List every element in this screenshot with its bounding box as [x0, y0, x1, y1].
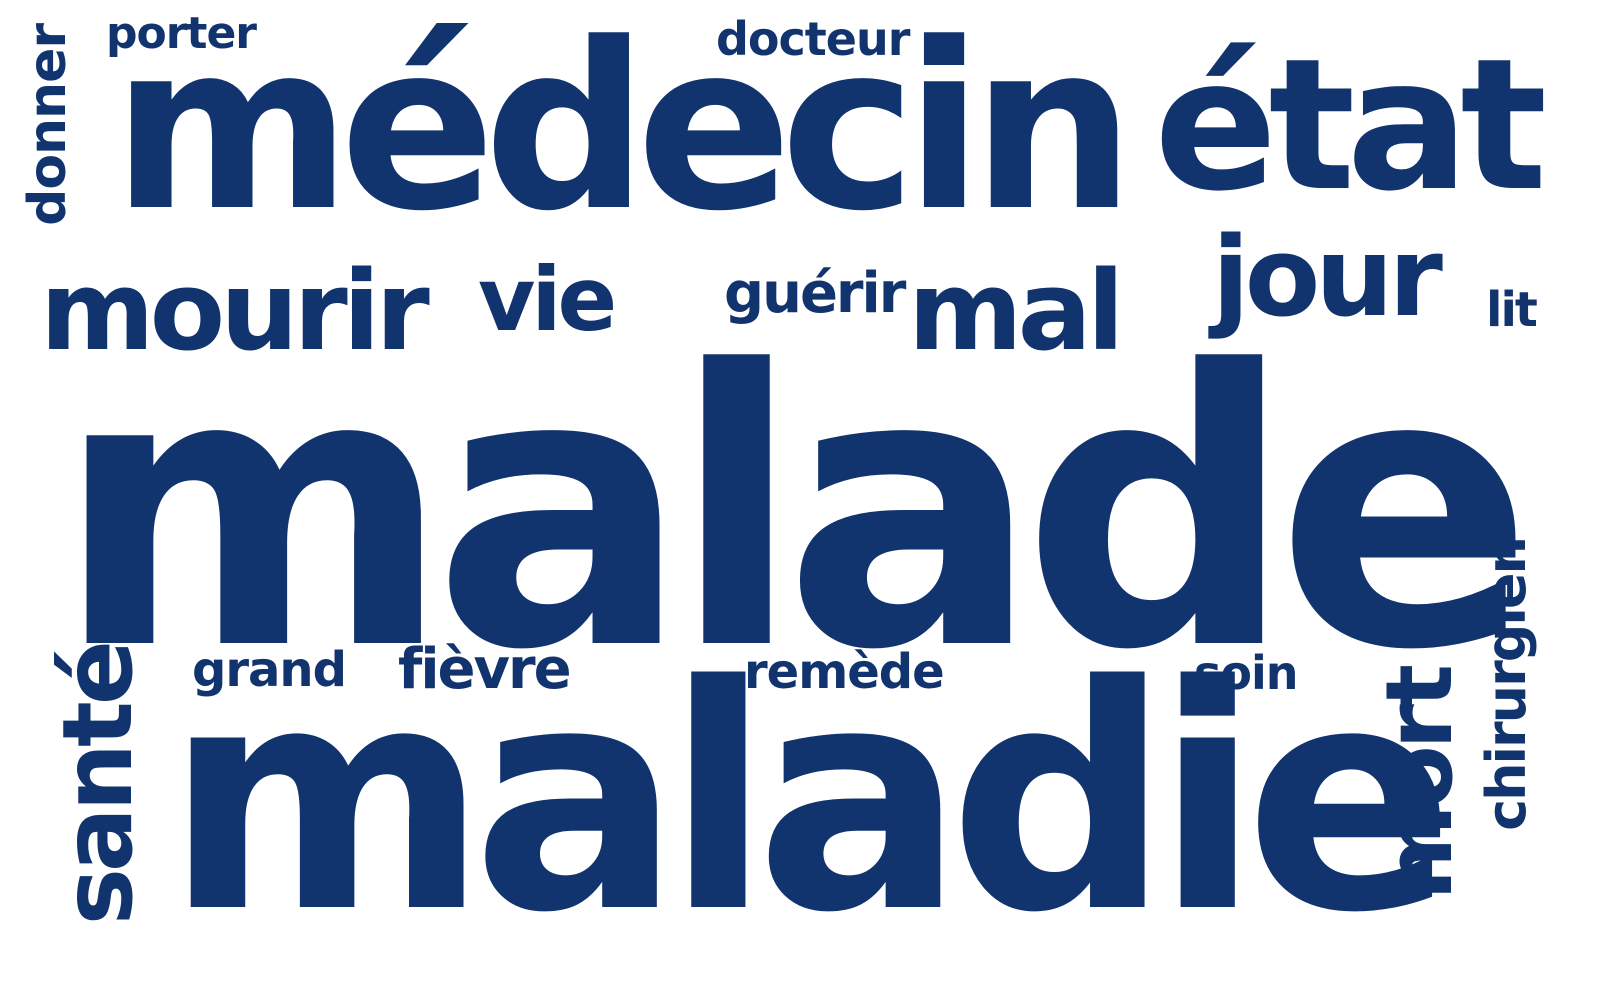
word-maladie: maladie [165, 620, 1455, 981]
word-lit: lit [1486, 282, 1538, 338]
word-mourir: mourir [40, 247, 430, 375]
word-jour: jour [1212, 213, 1443, 341]
word-remede: remède [744, 644, 945, 700]
word-medecin: médecin [112, 0, 1135, 262]
word-docteur: docteur [716, 12, 910, 66]
word-fievre: fièvre [398, 637, 572, 702]
word-chirurgien: chirurgien [1475, 538, 1538, 831]
word-vie: vie [478, 248, 617, 351]
word-mal: mal [908, 247, 1125, 375]
word-malade: malade [55, 290, 1534, 733]
word-mort: mort [1366, 668, 1473, 901]
word-porter: porter [106, 8, 257, 59]
word-grand: grand [192, 642, 347, 698]
word-etat: état [1154, 19, 1547, 231]
word-sante: santé [42, 644, 154, 926]
word-donner: donner [18, 24, 78, 226]
word-soin: soin [1194, 646, 1298, 700]
word-guerir: guérir [724, 261, 906, 326]
